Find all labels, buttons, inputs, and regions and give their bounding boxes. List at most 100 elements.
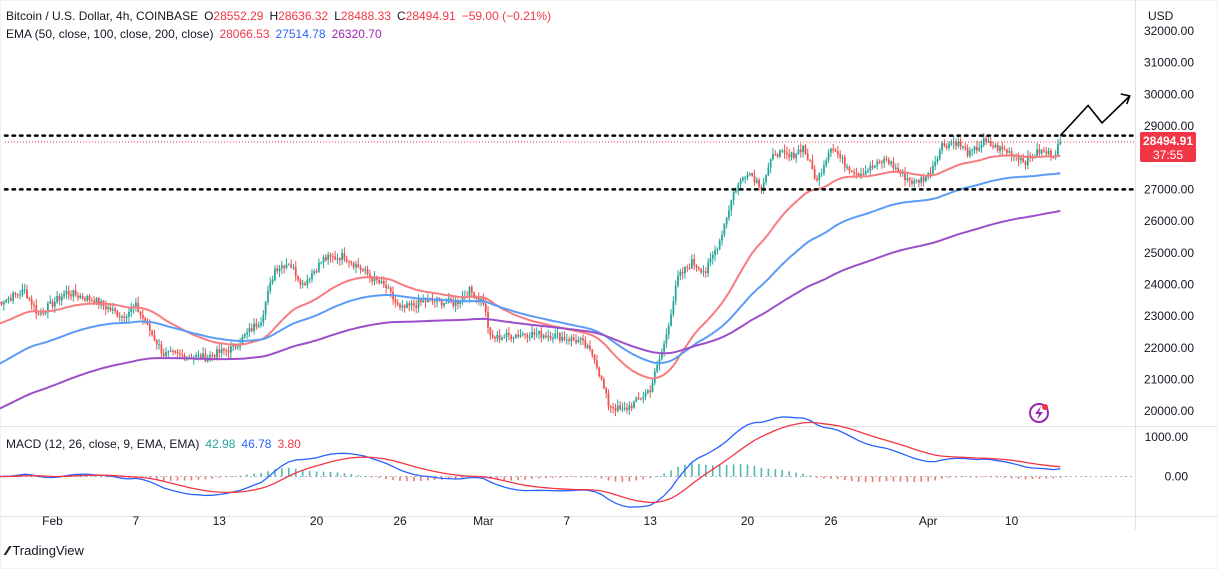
candle — [542, 333, 545, 340]
price-axis: 20000.00 21000.00 22000.00 23000.00 24000.00… — [1144, 24, 1194, 418]
candle-body — [915, 180, 918, 182]
candle-body — [677, 276, 679, 286]
candle — [725, 216, 728, 229]
candle — [16, 293, 19, 299]
candle-body — [874, 165, 876, 168]
candle — [839, 150, 842, 162]
candle — [702, 265, 705, 277]
time-tick-label: 13 — [644, 514, 658, 528]
candle-body — [320, 262, 323, 264]
candle-body — [269, 282, 272, 292]
candle-body — [1045, 151, 1048, 154]
candles — [0, 132, 1062, 417]
candle — [878, 159, 881, 165]
lightning-icon[interactable] — [1029, 403, 1049, 423]
macd-hist-bar — [169, 476, 172, 481]
candle-body — [318, 262, 320, 272]
candle-body — [276, 268, 279, 272]
candle — [711, 251, 714, 265]
candle — [287, 263, 290, 266]
macd-hist-bar — [614, 476, 617, 482]
candle-body — [644, 392, 647, 397]
candle-body — [146, 322, 149, 324]
candle-body — [49, 301, 52, 304]
tradingview-logo[interactable]: ⁄⁄ TradingView — [6, 543, 84, 558]
candle-body — [876, 161, 879, 166]
macd-hist-bar — [850, 476, 853, 482]
macd-hist-bar — [927, 476, 929, 482]
candle-body — [12, 292, 15, 301]
candle-body — [936, 159, 939, 162]
candle — [167, 350, 170, 358]
candle-body — [415, 305, 418, 308]
candle-body — [417, 299, 420, 308]
macd-hist-bar — [572, 476, 575, 478]
candle — [5, 298, 8, 304]
candle-body — [760, 186, 763, 190]
candle-body — [832, 148, 835, 151]
candle-body — [586, 345, 589, 348]
candle-body — [218, 349, 221, 353]
candle — [716, 247, 719, 255]
candle-body — [236, 346, 239, 348]
candle-body — [790, 152, 793, 158]
candle-body — [128, 312, 130, 317]
ema200-value: 26320.70 — [331, 27, 382, 41]
candle — [387, 284, 390, 289]
macd-hist-bar — [767, 468, 770, 477]
candle — [290, 259, 293, 269]
macd-hist-bar — [406, 476, 408, 482]
candle-body — [663, 343, 665, 352]
candle — [864, 165, 867, 176]
candle-body — [473, 292, 476, 299]
candle-body — [999, 146, 1001, 151]
candle — [366, 265, 369, 276]
macd-hist-bar — [225, 476, 228, 478]
candle-body — [1057, 144, 1059, 155]
macd-hist-bar — [823, 476, 825, 479]
candle — [813, 165, 816, 181]
price-tag-countdown: 37:55 — [1153, 148, 1183, 162]
candle-body — [964, 146, 967, 149]
candle — [531, 325, 533, 339]
candle-body — [21, 289, 24, 295]
candle — [755, 177, 758, 185]
candle-body — [118, 316, 121, 318]
time-axis: Feb 7 13 20 26 Mar 7 13 20 26 Apr 10 — [42, 514, 1018, 528]
candle-body — [992, 145, 994, 148]
candle — [378, 278, 381, 285]
candle-body — [563, 336, 566, 340]
candle-body — [621, 408, 624, 410]
candle-body — [816, 178, 818, 180]
candle — [1015, 153, 1018, 161]
candle-body — [306, 279, 309, 286]
candle — [334, 250, 337, 261]
candle — [114, 306, 116, 315]
candle-body — [996, 144, 999, 151]
candle-body — [922, 177, 925, 182]
candle-body — [114, 308, 116, 311]
candle-body — [730, 200, 733, 211]
candle-body — [19, 294, 21, 296]
candle-body — [547, 335, 550, 338]
candle-body — [174, 351, 177, 353]
macd-hist-bar — [517, 476, 519, 481]
macd-hist-bar — [878, 476, 881, 482]
candle-body — [229, 346, 232, 353]
candle-body — [355, 264, 357, 268]
candle — [524, 333, 526, 340]
candle-body — [454, 301, 457, 307]
candle — [264, 300, 267, 320]
candle — [762, 177, 765, 195]
candle — [547, 330, 550, 342]
macd-hist-bar — [274, 469, 276, 477]
candle — [359, 264, 362, 274]
candle — [887, 157, 890, 166]
candle-body — [125, 316, 128, 318]
macd-hist-bar — [218, 476, 221, 478]
candle — [563, 331, 566, 342]
candle-body — [556, 333, 559, 335]
candle-body — [1038, 149, 1041, 154]
macd-hist-bar — [162, 476, 165, 481]
